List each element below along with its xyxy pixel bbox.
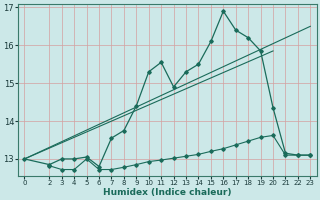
X-axis label: Humidex (Indice chaleur): Humidex (Indice chaleur) [103,188,232,197]
